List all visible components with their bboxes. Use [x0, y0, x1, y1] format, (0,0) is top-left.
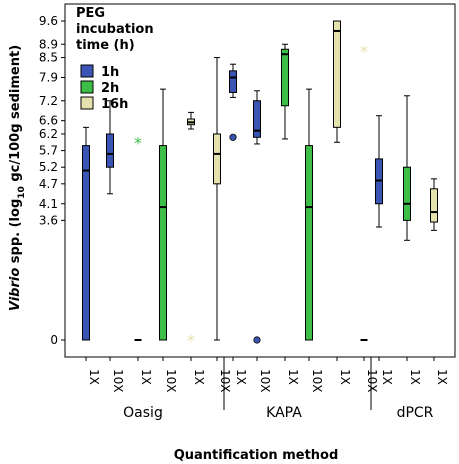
legend-swatch-1h: [80, 64, 94, 78]
x-tick-label: 1X: [435, 369, 449, 385]
box-kapa-2h-1x: [281, 43, 289, 140]
x-tick-label: 1X: [139, 369, 153, 385]
x-tick-label: 1X: [380, 369, 394, 385]
plot-border: [64, 3, 456, 358]
legend-title-line-3: time (h): [76, 38, 135, 53]
x-tick-label: 10X: [218, 369, 232, 393]
box-series: * * *: [82, 20, 438, 350]
x-tick-label: 10X: [111, 369, 125, 393]
x-tick-label: 1X: [87, 369, 101, 385]
box-kapa-16h-10x: *: [360, 42, 368, 341]
group-label-kapa: KAPA: [266, 405, 302, 421]
outlier-circle: [253, 336, 261, 344]
box-kapa-16h-1x: [333, 20, 341, 143]
legend-swatch-2h: [80, 80, 94, 94]
box-dpcr-16h-1x: [430, 178, 438, 231]
x-tick-label: 10X: [258, 369, 272, 393]
box-body: [430, 188, 438, 223]
box-body: [159, 145, 167, 341]
legend-label-1h: 1h: [101, 65, 119, 80]
x-tick-label: 1X: [234, 369, 248, 385]
box-oasig-1h-10x: [106, 100, 114, 195]
outlier-star: *: [360, 42, 368, 61]
x-tick-label: 1X: [338, 369, 352, 385]
x-axis-groups: Oasig KAPA dPCR: [123, 357, 434, 421]
box-body: [82, 145, 90, 341]
y-tick-label: 5.2: [39, 160, 58, 174]
y-axis-title: Vibrio spp. (log10 gc/100g sediment): [8, 45, 27, 311]
y-axis-title-italic: Vibrio: [8, 268, 23, 311]
box-body: [229, 70, 237, 93]
x-tick-label: 1X: [408, 369, 422, 385]
y-tick-label: 5.7: [39, 144, 58, 158]
x-tick-label: 1X: [192, 369, 206, 385]
y-axis-title-main: spp. (log: [8, 199, 23, 268]
box-kapa-2h-10x: [305, 88, 313, 341]
y-tick-label: 3.6: [39, 213, 58, 227]
box-dpcr-1h-1x: [375, 115, 383, 228]
box-kapa-1h-10x: [253, 90, 261, 344]
box-oasig-1h-1x: [82, 126, 90, 341]
box-body: [213, 133, 221, 185]
legend-title-line-1: PEG: [76, 6, 105, 21]
y-tick-label: 4.1: [39, 197, 58, 211]
box-body: [253, 100, 261, 138]
y-tick-label: 9.6: [39, 14, 58, 28]
y-tick-label: 7.2: [39, 94, 58, 108]
x-tick-label: 1X: [286, 369, 300, 385]
y-tick-label: 0: [50, 333, 58, 347]
box-oasig-2h-10x: [159, 88, 167, 341]
box-body: [106, 133, 114, 168]
group-label-dpcr: dPCR: [397, 405, 434, 421]
legend: PEG incubation time (h) 1h 2h 16h: [76, 6, 154, 112]
plot-frame: [64, 3, 456, 358]
y-tick-label: 8.5: [39, 51, 58, 65]
box-oasig-16h-10x: [213, 57, 221, 341]
box-kapa-1h-1x: [229, 63, 237, 141]
outlier-circle: [229, 133, 237, 141]
box-body: [281, 48, 289, 107]
box-body: [403, 166, 411, 221]
x-tick-label: 10X: [164, 369, 178, 393]
y-tick-label: 6.6: [39, 114, 58, 128]
box-body: [305, 145, 313, 341]
box-dpcr-2h-1x: [403, 95, 411, 241]
y-axis-title-subscript: 10: [17, 186, 27, 199]
outlier-star: *: [187, 331, 195, 350]
y-tick-label: 8.9: [39, 37, 58, 51]
x-tick-label: 10X: [365, 369, 379, 393]
box-oasig-16h-1x: *: [187, 111, 195, 350]
legend-label-16h: 16h: [101, 97, 128, 112]
x-axis-ticks: 1X 10X 1X 10X 1X 10X 1X 10X 1X 10X 1X 10X 1X 1X 1X: [85, 357, 449, 393]
box-oasig-2h-1x: *: [134, 133, 142, 341]
legend-title-line-2: incubation: [76, 22, 154, 37]
outlier-star: *: [134, 133, 142, 152]
group-label-oasig: Oasig: [123, 405, 163, 421]
y-axis-title-unit: gc/100g sediment): [8, 45, 23, 186]
x-tick-label: 10X: [310, 369, 324, 393]
legend-label-2h: 2h: [101, 81, 119, 96]
y-axis-ticks: 0 3.6 4.1 4.7 5.2 5.7 6.26.6 7.2 7.9 8.58.9 9.6: [39, 14, 65, 347]
box-body: [333, 20, 341, 128]
y-tick-label: 4.7: [39, 177, 58, 191]
x-axis-title: Quantification method: [174, 448, 339, 463]
legend-swatch-16h: [80, 96, 94, 110]
y-tick-label: 6.2: [39, 127, 58, 141]
y-tick-label: 7.9: [39, 70, 58, 84]
